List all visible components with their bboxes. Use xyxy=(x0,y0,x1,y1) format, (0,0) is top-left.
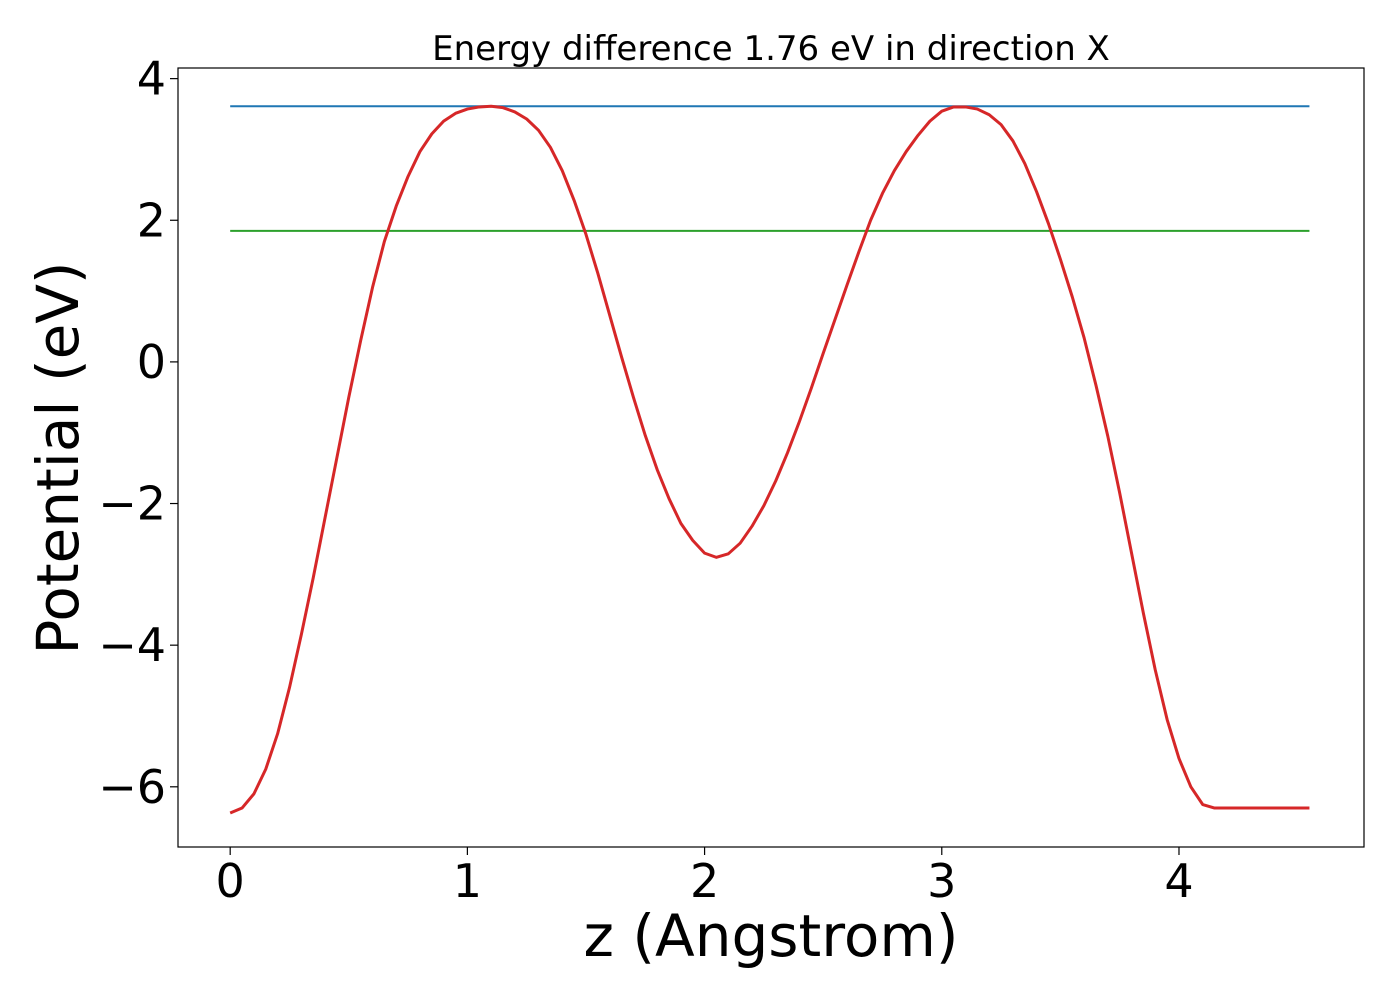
y-tick-label: 4 xyxy=(137,52,166,106)
series-line-2 xyxy=(229,104,1310,815)
y-tick-label: −6 xyxy=(98,760,166,814)
tick-layer: 0 1 2 3 4 −6 −4 −2 0 2 4 xyxy=(98,52,1193,908)
x-tick-label: 0 xyxy=(216,854,245,908)
y-tick-label: −4 xyxy=(98,618,166,672)
x-tick-label: 3 xyxy=(927,854,956,908)
y-tick-label: 0 xyxy=(137,335,166,389)
x-tick-label: 4 xyxy=(1164,854,1193,908)
x-tick-label: 1 xyxy=(453,854,482,908)
x-axis-label: z (Angstrom) xyxy=(584,902,959,970)
series-layer xyxy=(229,104,1310,815)
y-tick-label: −2 xyxy=(98,477,166,531)
x-tick-label: 2 xyxy=(690,854,719,908)
y-tick-label: 2 xyxy=(137,193,166,247)
plot-frame xyxy=(177,67,1365,848)
chart-title: Energy difference 1.76 eV in direction X xyxy=(432,29,1110,69)
y-axis-label: Potential (eV) xyxy=(24,261,92,654)
